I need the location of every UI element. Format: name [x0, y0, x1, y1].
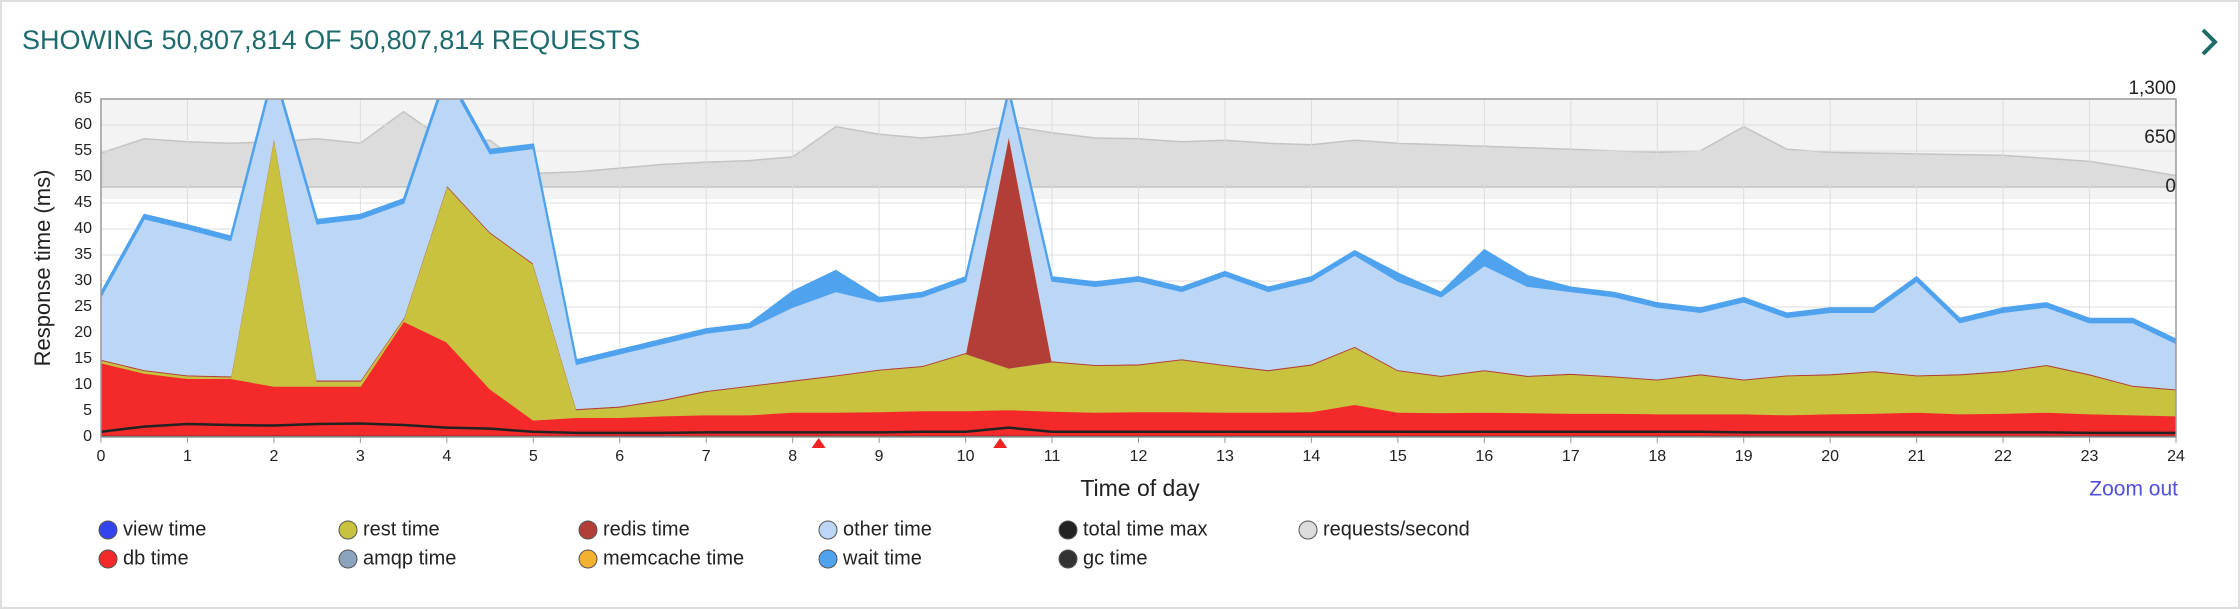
- y-tick-label: 40: [74, 220, 92, 237]
- expand-chevron[interactable]: [2201, 28, 2218, 56]
- legend-swatch: [1058, 549, 1078, 569]
- legend-swatch: [338, 520, 358, 540]
- event-marker[interactable]: [811, 438, 826, 448]
- legend-label[interactable]: wait time: [842, 547, 922, 569]
- legend-label[interactable]: requests/second: [1323, 518, 1470, 540]
- legend-swatch: [1058, 520, 1078, 540]
- y2-tick-label: 1,300: [2128, 78, 2176, 99]
- legend-swatch: [1298, 520, 1318, 540]
- event-marker[interactable]: [993, 438, 1008, 448]
- x-tick-label: 6: [615, 448, 624, 465]
- x-tick-label: 23: [2081, 448, 2099, 465]
- y2-tick-label: 650: [2144, 127, 2176, 148]
- x-tick-label: 9: [875, 448, 884, 465]
- x-tick-label: 10: [957, 448, 975, 465]
- legend-swatch: [578, 520, 598, 540]
- x-tick-label: 11: [1044, 448, 1061, 465]
- legend-swatch: [98, 549, 118, 569]
- y-tick-label: 50: [74, 168, 92, 185]
- stacked-area: [101, 99, 2176, 366]
- y-tick-label: 55: [74, 142, 92, 159]
- legend-swatch: [338, 549, 358, 569]
- x-tick-label: 3: [356, 448, 365, 465]
- x-tick-label: 20: [1821, 448, 1839, 465]
- y-tick-label: 5: [83, 402, 92, 419]
- x-tick-label: 14: [1303, 448, 1321, 465]
- legend-label[interactable]: view time: [123, 518, 206, 540]
- legend-label[interactable]: total time max: [1083, 518, 1207, 540]
- zoom-out-button[interactable]: Zoom out: [2089, 478, 2178, 501]
- legend-label[interactable]: memcache time: [603, 547, 744, 569]
- y-tick-label: 15: [74, 350, 92, 367]
- x-tick-label: 17: [1562, 448, 1580, 465]
- x-tick-label: 24: [2167, 448, 2185, 465]
- y-tick-label: 60: [74, 116, 92, 133]
- x-tick-label: 21: [1908, 448, 1926, 465]
- x-tick-label: 2: [269, 448, 278, 465]
- x-tick-label: 5: [529, 448, 538, 465]
- y-tick-label: 65: [74, 90, 92, 107]
- legend-label[interactable]: amqp time: [363, 547, 456, 569]
- legend-swatch: [578, 549, 598, 569]
- series-line: [101, 422, 2176, 435]
- x-tick-label: 15: [1389, 448, 1407, 465]
- legend-label[interactable]: gc time: [1083, 547, 1147, 569]
- x-tick-label: 13: [1216, 448, 1234, 465]
- x-tick-label: 1: [183, 448, 192, 465]
- x-tick-label: 16: [1475, 448, 1493, 465]
- y-axis-title: Response time (ms): [30, 170, 55, 367]
- legend-label[interactable]: rest time: [363, 518, 440, 540]
- x-tick-label: 4: [442, 448, 451, 465]
- legend-label[interactable]: other time: [843, 518, 932, 540]
- x-tick-label: 18: [1648, 448, 1666, 465]
- legend-swatch: [818, 520, 838, 540]
- y-tick-label: 10: [74, 376, 92, 393]
- y2-tick-label: 0: [2165, 176, 2176, 197]
- y-tick-label: 0: [83, 428, 92, 445]
- x-axis-title: Time of day: [1080, 475, 1200, 501]
- legend-swatch: [818, 549, 838, 569]
- x-tick-label: 12: [1130, 448, 1148, 465]
- legend-label[interactable]: db time: [123, 547, 189, 569]
- y-tick-label: 30: [74, 272, 92, 289]
- y-tick-label: 45: [74, 194, 92, 211]
- y-tick-label: 25: [74, 298, 92, 315]
- legend-label[interactable]: redis time: [603, 518, 690, 540]
- legend: view time db time rest time amqp time redis …: [98, 518, 1470, 569]
- chart-title: SHOWING 50,807,814 OF 50,807,814 REQUEST…: [22, 25, 640, 55]
- y-tick-label: 35: [74, 246, 92, 263]
- x-tick-label: 7: [702, 448, 711, 465]
- x-tick-label: 8: [788, 448, 797, 465]
- x-tick-label: 0: [97, 448, 106, 465]
- y-tick-label: 20: [74, 324, 92, 341]
- x-tick-label: 22: [1994, 448, 2012, 465]
- x-tick-label: 19: [1735, 448, 1753, 465]
- legend-swatch: [98, 520, 118, 540]
